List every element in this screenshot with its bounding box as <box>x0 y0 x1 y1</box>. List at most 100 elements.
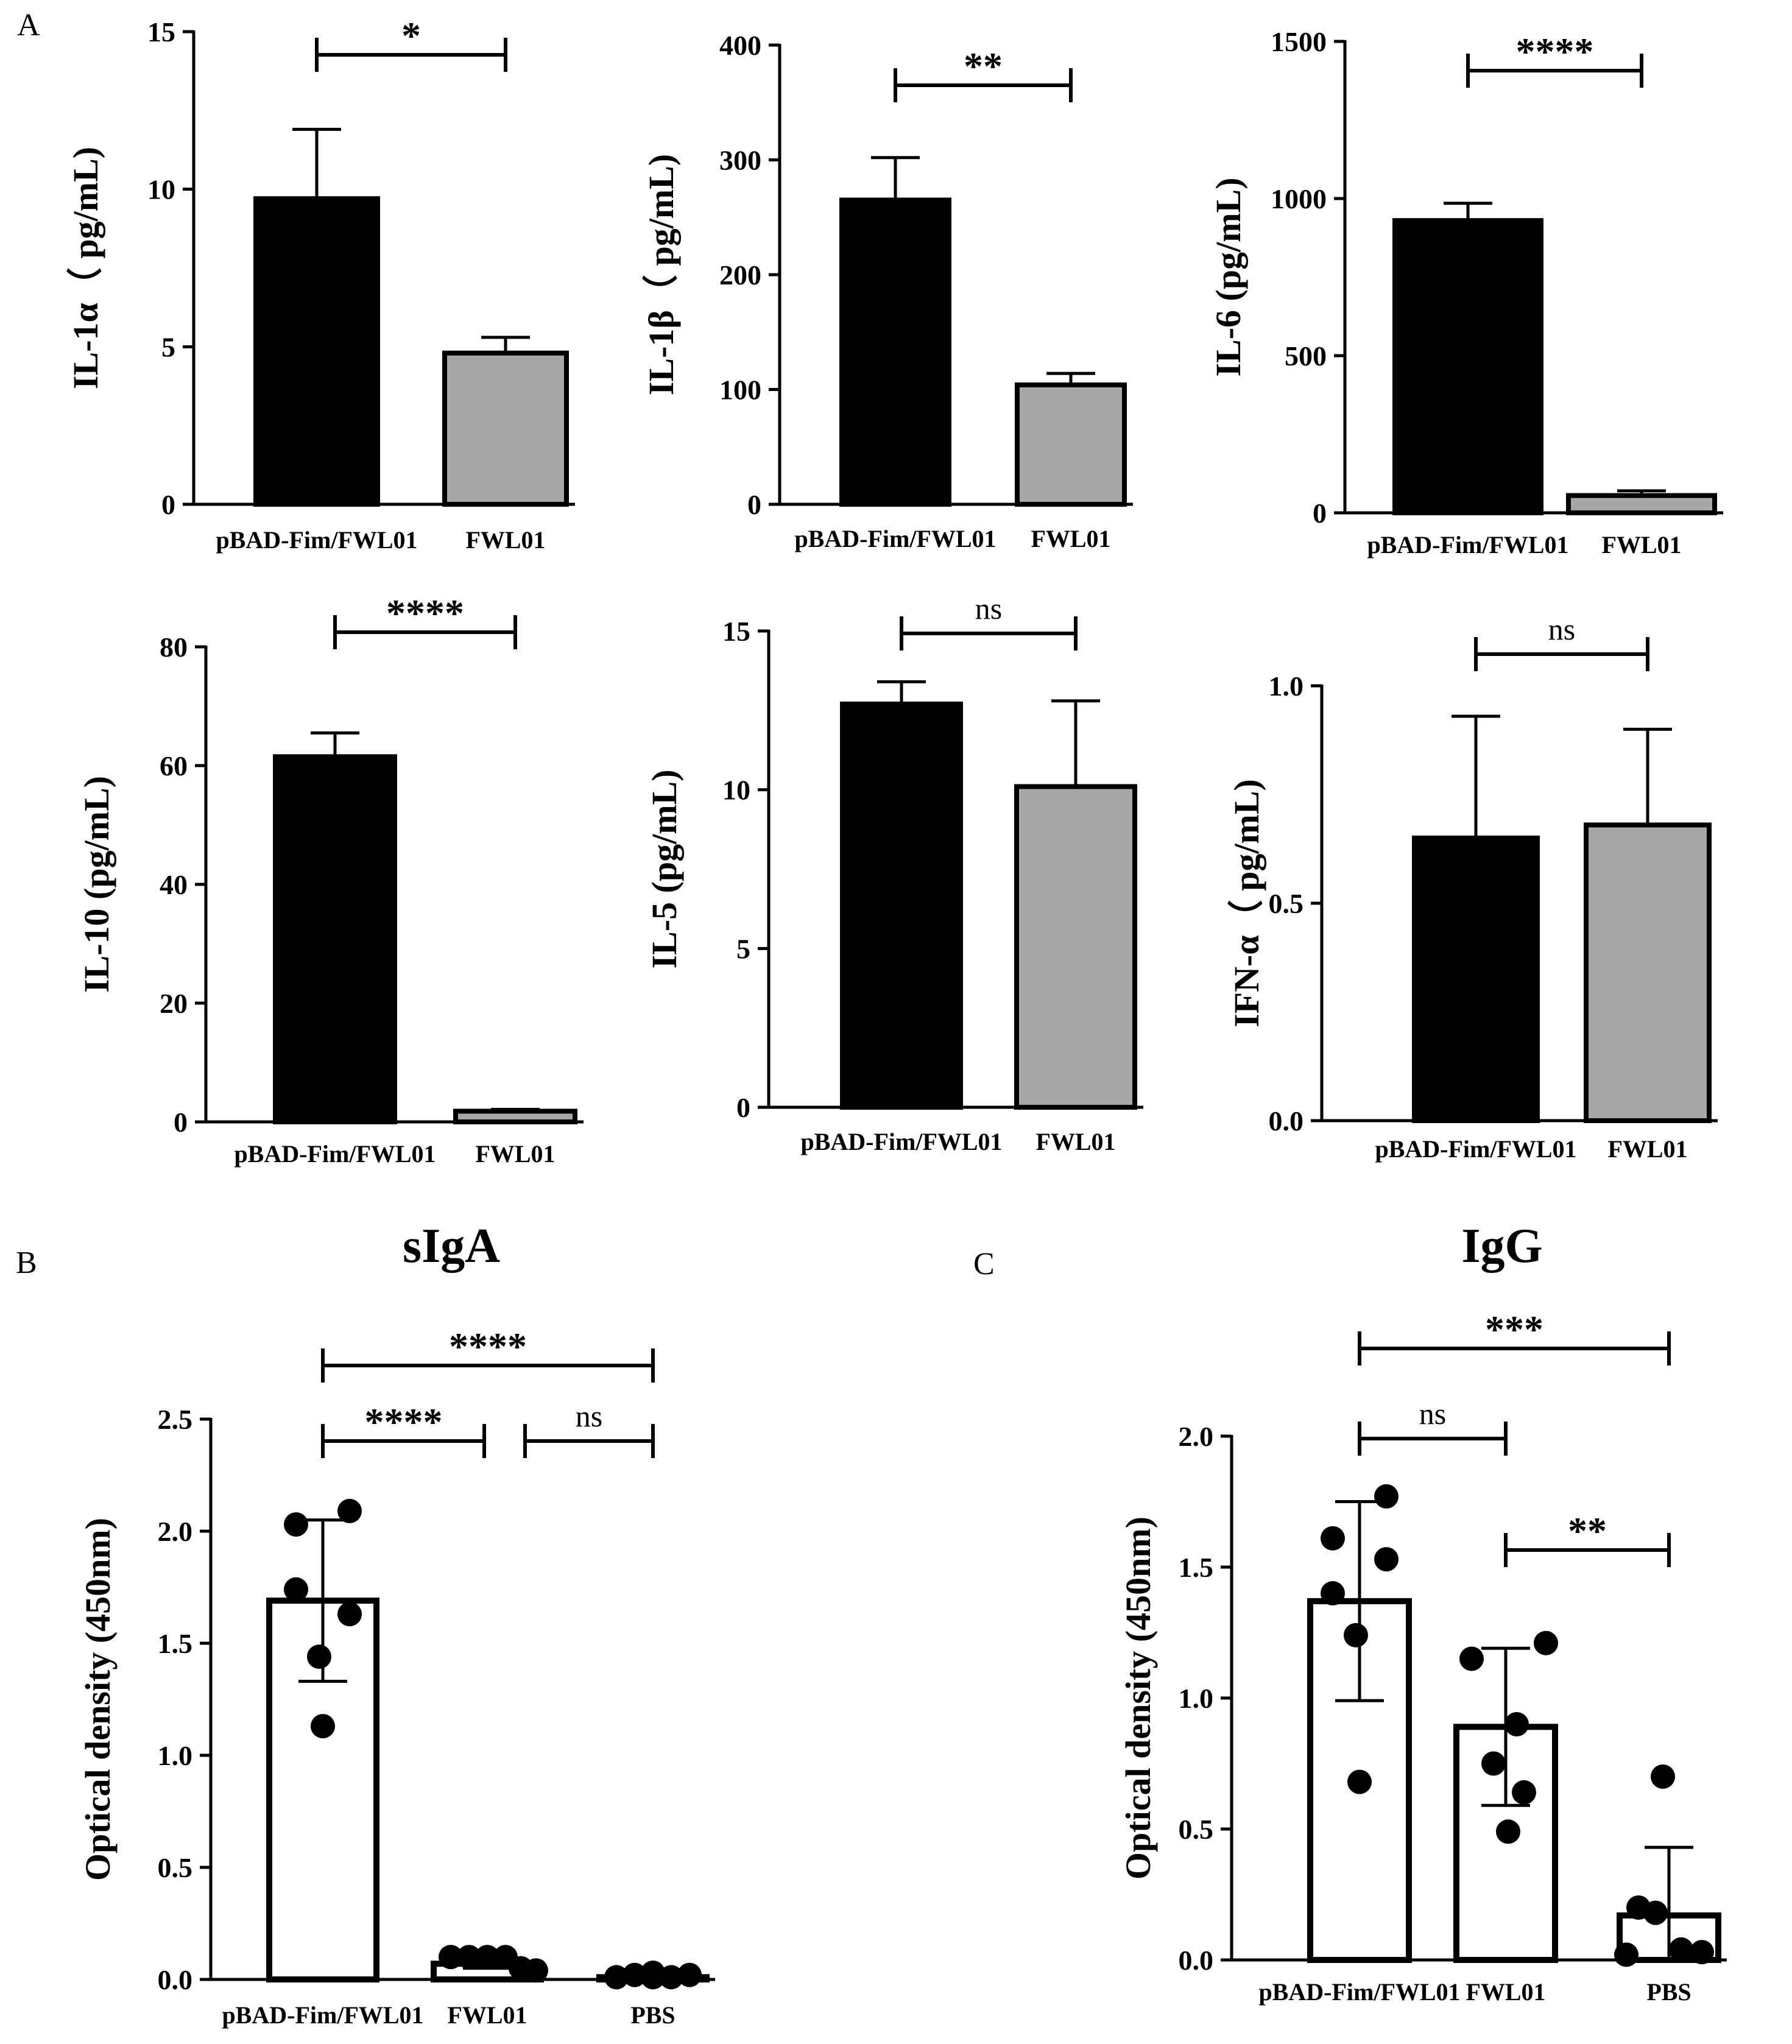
category-label: FWL01 <box>475 1140 555 1168</box>
y-tick-label: 1000 <box>1271 183 1327 214</box>
y-axis-label: IL-5 (pg/mL) <box>644 769 684 968</box>
bar-2 <box>1566 493 1717 515</box>
bar-2 <box>1014 784 1137 1110</box>
data-point <box>1459 1646 1484 1671</box>
category-label: pBAD-Fim/FWL01 <box>222 2001 423 2029</box>
data-point <box>659 1965 683 1990</box>
panel-label-b: B <box>16 1246 37 1280</box>
significance-label: ns <box>975 591 1002 626</box>
category-label: pBAD-Fim/FWL01 <box>1258 1978 1460 2006</box>
chart-4: 0 20 40 60 80 IL-10 (pg/mL) pBAD-Fim/FWL01 FWL0… <box>77 591 584 1168</box>
y-tick-label: 15 <box>722 616 750 647</box>
chart-6: 0.0 0.5 1.0 IFN-α（ pg/mL) pBAD-Fim/FWL01 FWL0… <box>1227 612 1718 1163</box>
data-point <box>337 1602 362 1627</box>
data-point <box>1651 1764 1675 1789</box>
chart-8: 0.0 0.5 1.0 1.5 2.0 Optical density (450nm) Ig… <box>1118 1219 1727 2006</box>
bar-1 <box>839 197 951 507</box>
y-axis-label: IL-10 (pg/mL) <box>77 776 116 993</box>
y-tick-label: 1.5 <box>158 1628 193 1659</box>
data-point <box>1534 1630 1558 1655</box>
y-tick-label: 1.0 <box>158 1740 193 1771</box>
y-tick-label: 5 <box>161 331 175 362</box>
y-axis-label: IL-1α（ pg/mL) <box>66 147 105 389</box>
chart-3: 0 500 1000 1500 IL-6 (pg/mL) pBAD-Fim/FWL01 FW… <box>1208 26 1723 559</box>
panel-label-c: C <box>973 1247 995 1281</box>
data-point <box>1481 1751 1506 1776</box>
bar-1 <box>1412 835 1540 1124</box>
significance-label: ns <box>576 1399 602 1433</box>
y-tick-label: 0 <box>747 489 761 520</box>
category-label: pBAD-Fim/FWL01 <box>234 1140 436 1168</box>
y-axis-label: IL-6 (pg/mL) <box>1208 177 1248 376</box>
significance-label: ns <box>1419 1397 1446 1431</box>
bar-2 <box>1015 382 1127 507</box>
y-tick-label: 0 <box>736 1092 750 1123</box>
data-point <box>284 1512 308 1537</box>
data-point <box>1669 1937 1693 1962</box>
data-point <box>524 1958 548 1983</box>
category-label: PBS <box>1646 1978 1691 2006</box>
y-axis-label: Optical density (450nm) <box>78 1518 118 1881</box>
y-tick-label: 0.0 <box>1179 1945 1214 1976</box>
bar-1 <box>840 701 963 1110</box>
significance-label: **** <box>365 1400 443 1443</box>
y-tick-label: 0.0 <box>1269 1105 1304 1137</box>
bar-2 <box>442 350 569 507</box>
chart-1: 0 5 10 15 IL-1α（ pg/mL) pBAD-Fim/FWL01 FWL01 * <box>66 14 575 554</box>
y-tick-label: 0.5 <box>1179 1814 1214 1845</box>
significance-label: ns <box>1548 612 1575 646</box>
data-point <box>1344 1623 1368 1648</box>
bar-2 <box>1584 822 1712 1123</box>
chart-7: 0.0 0.5 1.0 1.5 2.0 2.5 Optical density (450nm… <box>78 1219 715 2029</box>
y-tick-label: 400 <box>719 30 761 61</box>
category-label: pBAD-Fim/FWL01 <box>800 1128 1002 1155</box>
y-axis-label: IL-1β（ pg/mL) <box>641 154 681 395</box>
y-tick-label: 15 <box>147 16 175 48</box>
y-tick-label: 20 <box>160 988 188 1019</box>
significance-label: ** <box>1568 1509 1607 1552</box>
data-point <box>623 1962 647 1987</box>
data-point <box>1374 1484 1399 1509</box>
significance-label: **** <box>1516 30 1594 73</box>
category-label: FWL01 <box>465 526 545 554</box>
y-tick-label: 5 <box>736 933 750 964</box>
data-point <box>457 1945 481 1970</box>
category-label: PBS <box>630 2001 675 2029</box>
y-axis-label: Optical density (450nm) <box>1118 1517 1158 1880</box>
bar-2 <box>453 1108 577 1124</box>
data-point <box>311 1714 335 1739</box>
bar-1 <box>273 754 397 1124</box>
significance-label: ** <box>964 44 1003 88</box>
data-point <box>337 1498 362 1523</box>
category-label: FWL01 <box>1035 1128 1115 1155</box>
category-label: pBAD-Fim/FWL01 <box>216 526 417 554</box>
data-point <box>1614 1942 1639 1967</box>
category-label: pBAD-Fim/FWL01 <box>794 525 996 552</box>
y-tick-label: 2.0 <box>158 1516 193 1547</box>
chart-2: 0 100 200 300 400 IL-1β（ pg/mL) pBAD-Fim/FWL01… <box>641 30 1133 552</box>
data-point <box>1374 1547 1399 1572</box>
data-point <box>307 1644 331 1669</box>
y-tick-label: 0 <box>1313 498 1327 529</box>
y-tick-label: 200 <box>719 259 761 291</box>
data-point <box>284 1577 308 1602</box>
y-tick-label: 300 <box>719 145 761 176</box>
significance-label: *** <box>1485 1308 1543 1351</box>
chart-5: 0 5 10 15 IL-5 (pg/mL) pBAD-Fim/FWL01 FWL01 ns <box>644 591 1143 1155</box>
y-tick-label: 500 <box>1285 340 1327 372</box>
y-tick-label: 1.5 <box>1179 1552 1214 1583</box>
data-point <box>1690 1940 1714 1965</box>
category-label: FWL01 <box>1031 525 1110 552</box>
category-label: FWL01 <box>1601 531 1681 559</box>
y-tick-label: 80 <box>160 632 188 663</box>
y-tick-label: 100 <box>719 375 761 406</box>
y-tick-label: 1.0 <box>1269 671 1304 702</box>
data-point <box>1505 1712 1529 1736</box>
data-point <box>439 1945 463 1970</box>
y-tick-label: 0 <box>174 1107 188 1138</box>
significance-label: **** <box>386 591 464 635</box>
significance-label: **** <box>449 1325 527 1368</box>
category-label: FWL01 <box>447 2001 527 2029</box>
y-tick-label: 2.5 <box>158 1404 193 1435</box>
